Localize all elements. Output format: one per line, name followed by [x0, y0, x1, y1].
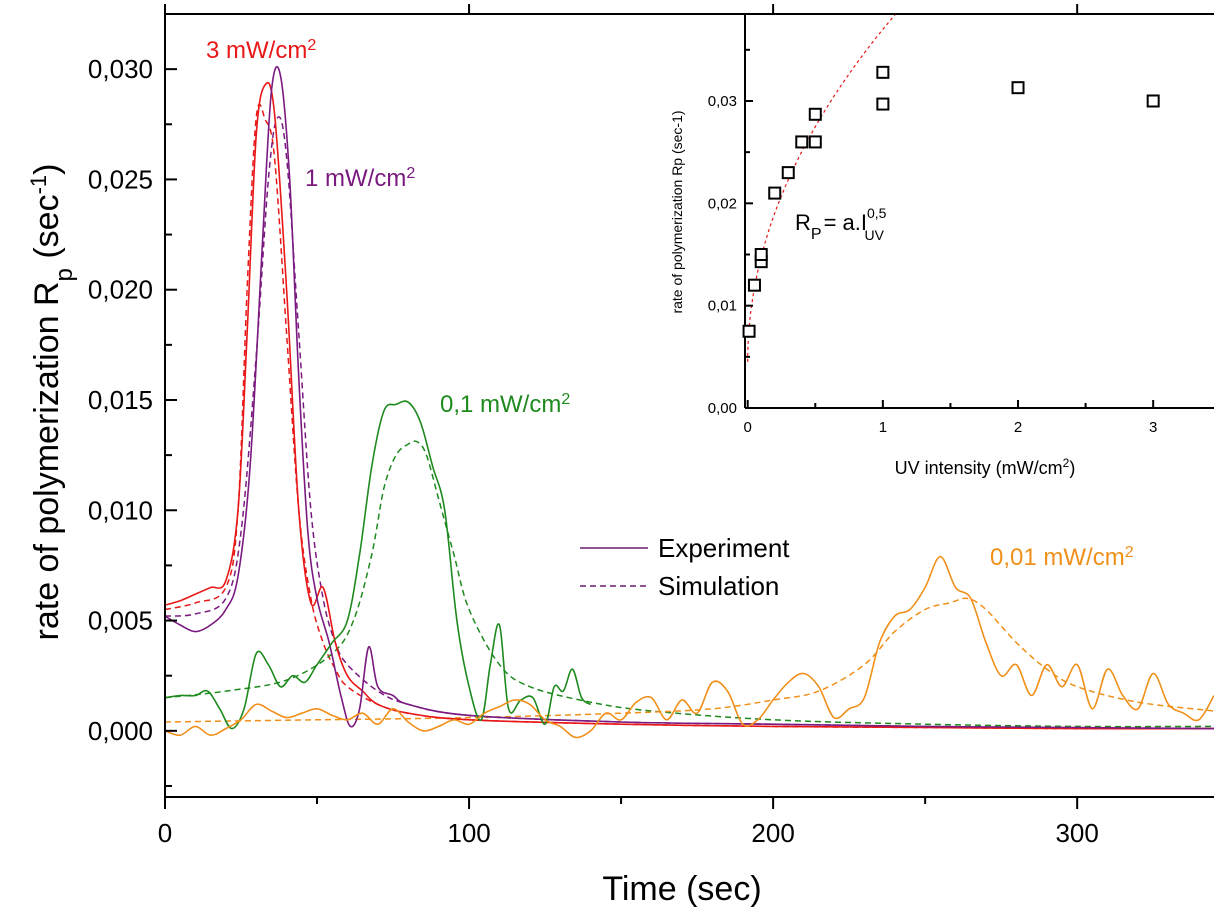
inset-data-point — [1146, 94, 1160, 108]
y-axis-title: rate of polymerization Rp (sec-1) — [26, 164, 78, 641]
inset-x-title-main: UV intensity (mW/cm — [895, 458, 1063, 478]
inset-data-point — [742, 324, 756, 338]
x-axis-title: Time (sec) — [602, 870, 761, 908]
inset-y-tick-label: 0,03 — [708, 93, 737, 110]
y-tick-label: 0,000 — [88, 716, 153, 746]
series-label-0-1mw-main: 0,1 mW/cm — [440, 391, 561, 418]
formula-sup: 0,5 — [867, 205, 887, 221]
y-tick-label: 0,020 — [88, 275, 153, 305]
inset-x-title-close: ) — [1069, 458, 1075, 478]
inset-fit-formula: RP= a.I0,5 UV — [795, 205, 887, 243]
inset-data-point — [795, 135, 809, 149]
inset-data-point — [808, 107, 822, 121]
y-tick-label: 0,030 — [88, 54, 153, 84]
series-label-3mw-sup: 2 — [307, 37, 316, 54]
inset-data-point — [754, 247, 768, 261]
legend-experiment-label: Experiment — [658, 533, 790, 563]
series-label-1mw-sup: 2 — [406, 165, 415, 182]
inset-y-tick-label: 0,01 — [708, 298, 737, 315]
x-tick-label: 300 — [1055, 818, 1098, 848]
y-tick-label: 0,010 — [88, 495, 153, 525]
inset-data-point — [747, 278, 761, 292]
y-tick-label: 0,015 — [88, 385, 153, 415]
inset-y-tick-label: 0,00 — [708, 400, 737, 417]
x-tick-label: 0 — [158, 818, 172, 848]
series-label-3mw: 3 mW/cm2 — [206, 37, 316, 65]
legend: Experiment Simulation — [580, 533, 790, 601]
formula-base-sub: P — [811, 226, 822, 243]
inset-data-point — [1011, 81, 1025, 95]
series-line-4-experiment — [165, 400, 592, 730]
series-label-0-1mw-sup: 2 — [561, 391, 570, 408]
inset-data-point — [876, 97, 890, 111]
inset-data-point — [768, 186, 782, 200]
inset-data-point — [808, 135, 822, 149]
series-label-1mw-main: 1 mW/cm — [305, 165, 406, 192]
y-axis-title-unit-close: ) — [28, 164, 66, 175]
series-line-6-experiment — [165, 555, 1214, 739]
inset-x-tick-label: 3 — [1149, 419, 1157, 436]
series-line-7-simulation — [165, 597, 1214, 723]
formula-sub: UV — [864, 227, 884, 243]
main-series-layer — [165, 65, 1214, 739]
series-label-0-01mw: 0,01 mW/cm2 — [990, 544, 1134, 572]
inset-y-axis-title: rate of polymerization Rp (sec-1) — [669, 110, 685, 313]
y-axis-title-unit: (sec — [28, 194, 66, 268]
y-tick-label: 0,025 — [88, 164, 153, 194]
series-label-0-01mw-main: 0,01 mW/cm — [990, 544, 1125, 571]
x-tick-label: 200 — [751, 818, 794, 848]
main-axes-layer: 0 100 200 3000,0000,0050,0100,0150,0200,025… — [88, 4, 1214, 848]
x-tick-label: 100 — [447, 818, 490, 848]
series-label-0-1mw: 0,1 mW/cm2 — [440, 391, 570, 419]
inset-x-title-sup: 2 — [1063, 456, 1070, 470]
inset-data-point — [876, 65, 890, 79]
y-tick-label: 0,005 — [88, 606, 153, 636]
y-axis-title-unit-sup: -1 — [26, 175, 51, 195]
legend-simulation-label: Simulation — [658, 571, 779, 601]
series-label-3mw-main: 3 mW/cm — [206, 37, 307, 64]
inset-y-tick-label: 0,02 — [708, 195, 737, 212]
inset-x-tick-label: 1 — [879, 419, 887, 436]
series-line-5-simulation — [165, 440, 1214, 728]
series-line-0-experiment — [165, 81, 1214, 730]
y-axis-title-sub: p — [51, 268, 78, 281]
series-line-2-experiment — [165, 65, 1214, 730]
series-label-0-01mw-sup: 2 — [1125, 544, 1134, 561]
inset-background — [673, 16, 1214, 482]
inset-data-point — [781, 166, 795, 180]
formula-middle: = a.I — [824, 210, 867, 235]
formula-base: R — [795, 210, 811, 235]
inset-layer: 0 1 2 3 0,00 0,01 0,02 0,03 — [708, 14, 1214, 436]
inset-x-tick-label: 0 — [744, 419, 752, 436]
inset-x-axis-title: UV intensity (mW/cm2) — [895, 456, 1076, 478]
inset-x-tick-label: 2 — [1014, 419, 1022, 436]
series-label-1mw: 1 mW/cm2 — [305, 165, 415, 193]
y-axis-title-main: rate of polymerization R — [28, 281, 66, 640]
